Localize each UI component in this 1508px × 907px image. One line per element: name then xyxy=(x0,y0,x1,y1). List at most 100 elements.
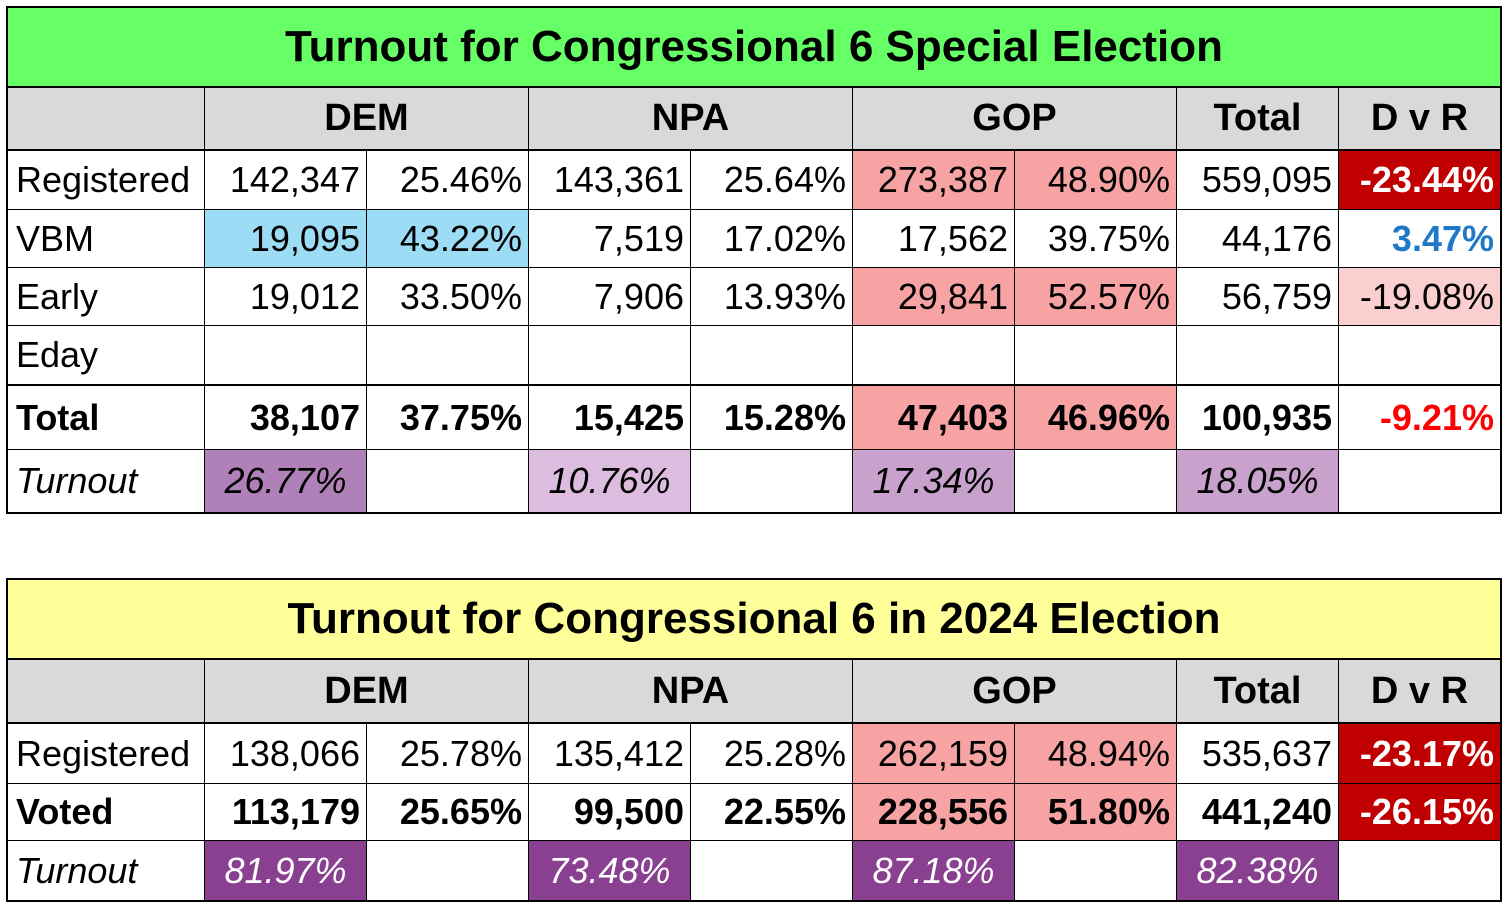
total-count xyxy=(1177,326,1339,384)
row-label: Registered xyxy=(8,151,205,209)
header-npa: NPA xyxy=(529,660,853,722)
d-v-r-margin: -9.21% xyxy=(1379,396,1494,438)
d-v-r-margin xyxy=(1339,326,1500,384)
gop-count: 273,387 xyxy=(853,151,1015,209)
header-gop: GOP xyxy=(853,88,1177,149)
npa-share xyxy=(691,326,853,384)
header-blank xyxy=(8,660,205,722)
npa-count: 15,425 xyxy=(529,386,691,449)
dem-count: 113,179 xyxy=(205,784,367,840)
dem-count: 19,012 xyxy=(205,268,367,325)
row-label: VBM xyxy=(8,210,205,267)
gop-share xyxy=(1015,326,1177,384)
gop-share: 51.80% xyxy=(1015,784,1177,840)
special-election-table: Turnout for Congressional 6 Special Elec… xyxy=(6,6,1502,514)
npa-turnout: 73.48% xyxy=(529,841,691,900)
npa-share: 17.02% xyxy=(691,210,853,267)
voted-row: Voted 113,179 25.65% 99,500 22.55% 228,5… xyxy=(8,784,1500,841)
table-row: Early 19,012 33.50% 7,906 13.93% 29,841 … xyxy=(8,268,1500,326)
general-election-title: Turnout for Congressional 6 in 2024 Elec… xyxy=(8,580,1500,660)
gop-share: 52.57% xyxy=(1015,268,1177,325)
npa-count: 7,906 xyxy=(529,268,691,325)
row-label: Eday xyxy=(8,326,205,384)
total-count: 535,637 xyxy=(1177,724,1339,783)
gop-turnout: 87.18% xyxy=(853,841,1015,900)
row-label: Early xyxy=(8,268,205,325)
d-v-r-margin: 3.47% xyxy=(1391,217,1494,259)
special-election-title: Turnout for Congressional 6 Special Elec… xyxy=(8,8,1500,88)
dem-share xyxy=(367,841,529,900)
row-label: Total xyxy=(8,386,205,449)
gop-count: 228,556 xyxy=(853,784,1015,840)
npa-count: 7,519 xyxy=(529,210,691,267)
header-total: Total xyxy=(1177,88,1339,149)
row-label: Voted xyxy=(8,784,205,840)
gop-turnout: 17.34% xyxy=(853,450,1015,512)
gop-count: 29,841 xyxy=(853,268,1015,325)
turnout-row: Turnout 81.97% 73.48% 87.18% 82.38% xyxy=(8,841,1500,900)
npa-share: 13.93% xyxy=(691,268,853,325)
row-label: Turnout xyxy=(8,450,205,512)
gop-share: 48.94% xyxy=(1015,724,1177,783)
npa-share xyxy=(691,841,853,900)
d-v-r-margin: -23.17% xyxy=(1339,724,1500,783)
d-v-r-margin: -23.44% xyxy=(1339,151,1500,209)
npa-turnout: 10.76% xyxy=(529,450,691,512)
total-count: 559,095 xyxy=(1177,151,1339,209)
dem-share xyxy=(367,326,529,384)
total-turnout: 18.05% xyxy=(1177,450,1339,512)
dem-share: 37.75% xyxy=(367,386,529,449)
total-count: 441,240 xyxy=(1177,784,1339,840)
header-row: DEM NPA GOP Total D v R xyxy=(8,88,1500,151)
gop-count: 47,403 xyxy=(853,386,1015,449)
d-v-r-margin: -26.15% xyxy=(1339,784,1500,840)
gop-share: 39.75% xyxy=(1015,210,1177,267)
table-row: Registered 138,066 25.78% 135,412 25.28%… xyxy=(8,724,1500,784)
dem-count: 138,066 xyxy=(205,724,367,783)
header-row: DEM NPA GOP Total D v R xyxy=(8,660,1500,724)
dem-turnout: 26.77% xyxy=(205,450,367,512)
header-total: Total xyxy=(1177,660,1339,722)
dem-share: 25.65% xyxy=(367,784,529,840)
npa-count: 135,412 xyxy=(529,724,691,783)
header-dvr: D v R xyxy=(1370,669,1469,712)
row-label: Registered xyxy=(8,724,205,783)
npa-share: 15.28% xyxy=(691,386,853,449)
d-v-r-margin: -19.08% xyxy=(1339,268,1500,325)
npa-share xyxy=(691,450,853,512)
dem-share: 25.78% xyxy=(367,724,529,783)
header-dvr: D v R xyxy=(1370,97,1469,139)
header-npa: NPA xyxy=(529,88,853,149)
d-v-r-margin xyxy=(1339,450,1500,512)
gop-count: 262,159 xyxy=(853,724,1015,783)
header-dem: DEM xyxy=(205,88,529,149)
gop-count xyxy=(853,326,1015,384)
table-row: Registered 142,347 25.46% 143,361 25.64%… xyxy=(8,151,1500,210)
gop-share: 46.96% xyxy=(1015,386,1177,449)
total-count: 56,759 xyxy=(1177,268,1339,325)
dem-count: 19,095 xyxy=(205,210,367,267)
npa-share: 25.28% xyxy=(691,724,853,783)
npa-share: 25.64% xyxy=(691,151,853,209)
dem-share: 43.22% xyxy=(367,210,529,267)
dem-count xyxy=(205,326,367,384)
header-blank xyxy=(8,88,205,149)
npa-count: 99,500 xyxy=(529,784,691,840)
total-turnout: 82.38% xyxy=(1177,841,1339,900)
table-row: VBM 19,095 43.22% 7,519 17.02% 17,562 39… xyxy=(8,210,1500,268)
dem-count: 38,107 xyxy=(205,386,367,449)
total-row: Total 38,107 37.75% 15,425 15.28% 47,403… xyxy=(8,386,1500,450)
gop-share xyxy=(1015,450,1177,512)
table-row: Eday xyxy=(8,326,1500,386)
npa-count xyxy=(529,326,691,384)
general-election-table: Turnout for Congressional 6 in 2024 Elec… xyxy=(6,578,1502,902)
gop-share: 48.90% xyxy=(1015,151,1177,209)
total-count: 44,176 xyxy=(1177,210,1339,267)
npa-share: 22.55% xyxy=(691,784,853,840)
gop-share xyxy=(1015,841,1177,900)
dem-count: 142,347 xyxy=(205,151,367,209)
gop-count: 17,562 xyxy=(853,210,1015,267)
total-count: 100,935 xyxy=(1177,386,1339,449)
d-v-r-margin xyxy=(1339,841,1500,900)
dem-share xyxy=(367,450,529,512)
